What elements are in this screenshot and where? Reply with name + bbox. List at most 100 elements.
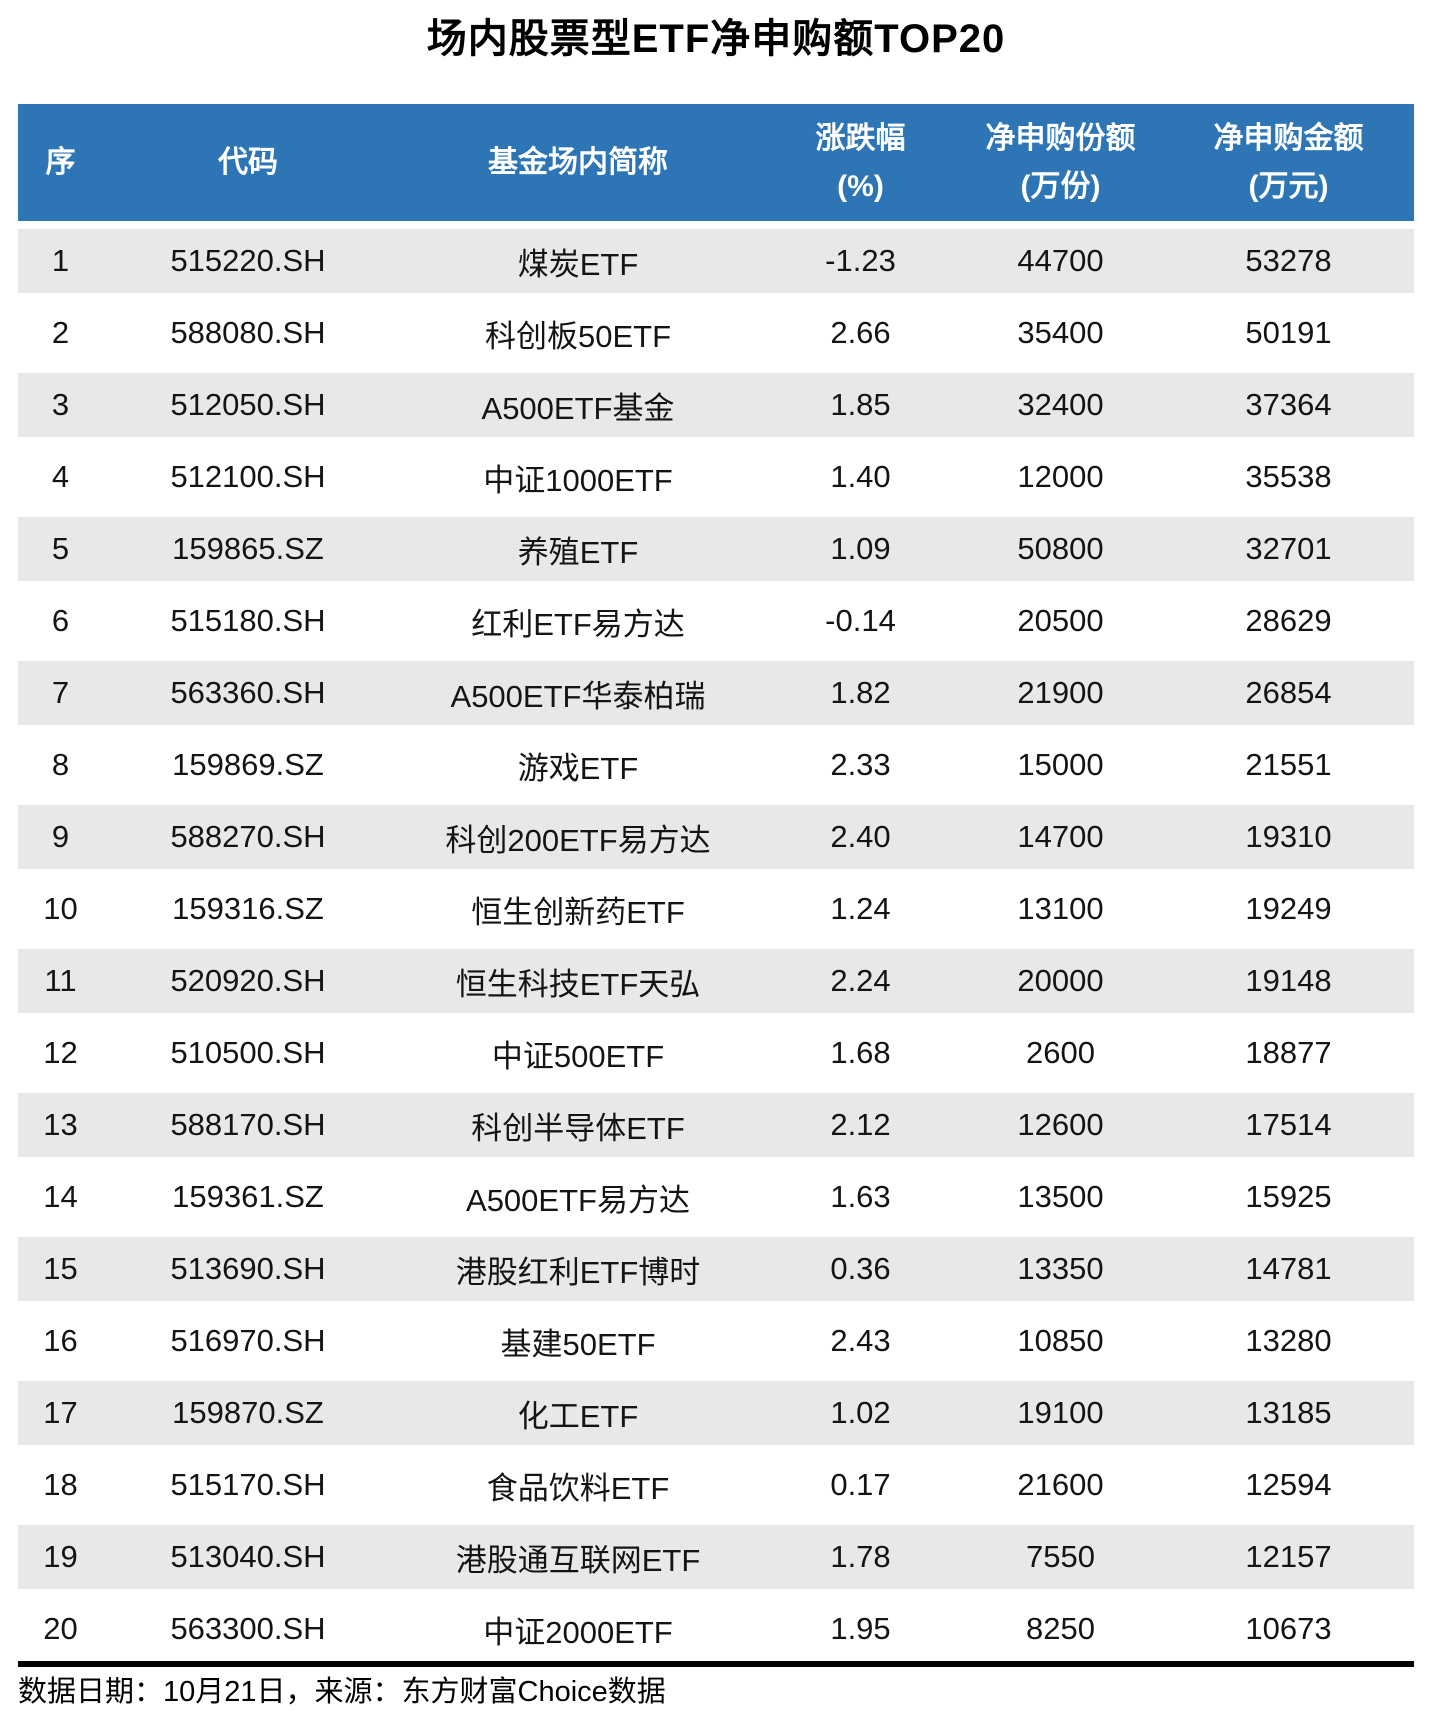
cell-rank: 18 (18, 1445, 103, 1521)
cell-change-pct: -1.23 (763, 221, 958, 297)
etf-table-header: 序 代码 基金场内简称 (18, 104, 1414, 225)
footer-divider (18, 1661, 1414, 1667)
cell-fund-name: 恒生科技ETF天弘 (393, 941, 763, 1017)
cell-net-shares: 7550 (958, 1517, 1163, 1593)
table-row: 14 159361.SZ A500ETF易方达 1.63 13500 15925 (18, 1157, 1414, 1233)
cell-fund-name: 中证500ETF (393, 1013, 763, 1089)
cell-fund-name: A500ETF基金 (393, 365, 763, 441)
cell-code: 159865.SZ (103, 509, 393, 585)
cell-change-pct: 0.36 (763, 1229, 958, 1305)
cell-fund-name: 科创板50ETF (393, 293, 763, 369)
cell-net-shares: 8250 (958, 1589, 1163, 1661)
cell-fund-name: A500ETF华泰柏瑞 (393, 653, 763, 729)
cell-rank: 17 (18, 1373, 103, 1449)
cell-fund-name: 化工ETF (393, 1373, 763, 1449)
cell-net-amount: 14781 (1163, 1229, 1414, 1305)
header-label: 序 (45, 145, 76, 179)
cell-fund-name: A500ETF易方达 (393, 1157, 763, 1233)
header-cell-change-pct: 涨跌幅 (%) (763, 104, 958, 225)
cell-net-amount: 10673 (1163, 1589, 1414, 1661)
cell-rank: 4 (18, 437, 103, 513)
table-row: 19 513040.SH 港股通互联网ETF 1.78 7550 12157 (18, 1517, 1414, 1593)
cell-fund-name: 港股通互联网ETF (393, 1517, 763, 1593)
table-row: 5 159865.SZ 养殖ETF 1.09 50800 32701 (18, 509, 1414, 585)
cell-change-pct: 2.33 (763, 725, 958, 801)
header-sublabel: (%) (837, 169, 884, 203)
header-cell-net-shares: 净申购份额 (万份) (958, 104, 1163, 225)
cell-rank: 5 (18, 509, 103, 585)
cell-net-shares: 10850 (958, 1301, 1163, 1377)
cell-change-pct: 1.63 (763, 1157, 958, 1233)
cell-net-shares: 2600 (958, 1013, 1163, 1089)
cell-code: 520920.SH (103, 941, 393, 1017)
cell-code: 513040.SH (103, 1517, 393, 1593)
cell-net-shares: 13500 (958, 1157, 1163, 1233)
cell-rank: 13 (18, 1085, 103, 1161)
cell-code: 512100.SH (103, 437, 393, 513)
cell-net-shares: 19100 (958, 1373, 1163, 1449)
cell-net-amount: 13185 (1163, 1373, 1414, 1449)
header-label: 代码 (218, 145, 278, 179)
cell-rank: 16 (18, 1301, 103, 1377)
table-row: 8 159869.SZ 游戏ETF 2.33 15000 21551 (18, 725, 1414, 801)
cell-code: 159361.SZ (103, 1157, 393, 1233)
cell-net-amount: 15925 (1163, 1157, 1414, 1233)
table-row: 11 520920.SH 恒生科技ETF天弘 2.24 20000 19148 (18, 941, 1414, 1017)
cell-net-amount: 21551 (1163, 725, 1414, 801)
cell-rank: 12 (18, 1013, 103, 1089)
cell-net-amount: 53278 (1163, 221, 1414, 297)
cell-net-shares: 15000 (958, 725, 1163, 801)
header-row: 序 代码 基金场内简称 (18, 104, 1414, 225)
cell-fund-name: 中证2000ETF (393, 1589, 763, 1661)
table-row: 10 159316.SZ 恒生创新药ETF 1.24 13100 19249 (18, 869, 1414, 945)
cell-net-amount: 18877 (1163, 1013, 1414, 1089)
cell-rank: 19 (18, 1517, 103, 1593)
cell-fund-name: 游戏ETF (393, 725, 763, 801)
cell-net-amount: 26854 (1163, 653, 1414, 729)
header-label: 涨跌幅 (815, 122, 906, 156)
cell-code: 513690.SH (103, 1229, 393, 1305)
etf-table: 序 代码 基金场内简称 (18, 104, 1414, 1661)
data-source-note: 数据日期：10月21日，来源：东方财富Choice数据 (18, 1676, 666, 1708)
table-row: 12 510500.SH 中证500ETF 1.68 2600 18877 (18, 1013, 1414, 1089)
cell-net-amount: 19148 (1163, 941, 1414, 1017)
cell-rank: 14 (18, 1157, 103, 1233)
cell-change-pct: 2.66 (763, 293, 958, 369)
cell-change-pct: 1.09 (763, 509, 958, 585)
cell-net-amount: 50191 (1163, 293, 1414, 369)
cell-net-shares: 13350 (958, 1229, 1163, 1305)
table-row: 7 563360.SH A500ETF华泰柏瑞 1.82 21900 26854 (18, 653, 1414, 729)
cell-change-pct: 1.82 (763, 653, 958, 729)
cell-net-shares: 44700 (958, 221, 1163, 297)
cell-net-shares: 32400 (958, 365, 1163, 441)
cell-net-amount: 17514 (1163, 1085, 1414, 1161)
page-title: 场内股票型ETF净申购额TOP20 (426, 17, 1006, 61)
cell-rank: 9 (18, 797, 103, 873)
table-row: 18 515170.SH 食品饮料ETF 0.17 21600 12594 (18, 1445, 1414, 1521)
cell-change-pct: 1.24 (763, 869, 958, 945)
header-sublabel: (万元) (1248, 169, 1329, 203)
cell-rank: 10 (18, 869, 103, 945)
header-cell-rank: 序 (18, 104, 103, 225)
cell-fund-name: 养殖ETF (393, 509, 763, 585)
cell-code: 588080.SH (103, 293, 393, 369)
table-row: 13 588170.SH 科创半导体ETF 2.12 12600 17514 (18, 1085, 1414, 1161)
cell-rank: 11 (18, 941, 103, 1017)
table-row: 3 512050.SH A500ETF基金 1.85 32400 37364 (18, 365, 1414, 441)
cell-net-shares: 20500 (958, 581, 1163, 657)
cell-rank: 1 (18, 221, 103, 297)
table-row: 17 159870.SZ 化工ETF 1.02 19100 13185 (18, 1373, 1414, 1449)
cell-code: 159869.SZ (103, 725, 393, 801)
cell-net-amount: 19249 (1163, 869, 1414, 945)
cell-code: 515170.SH (103, 1445, 393, 1521)
cell-net-amount: 13280 (1163, 1301, 1414, 1377)
header-label: 净申购份额 (985, 122, 1136, 156)
cell-code: 588170.SH (103, 1085, 393, 1161)
table-row: 15 513690.SH 港股红利ETF博时 0.36 13350 14781 (18, 1229, 1414, 1305)
header-cell-fund-name: 基金场内简称 (393, 104, 763, 225)
cell-code: 515220.SH (103, 221, 393, 297)
cell-fund-name: 食品饮料ETF (393, 1445, 763, 1521)
table-row: 20 563300.SH 中证2000ETF 1.95 8250 10673 (18, 1589, 1414, 1661)
cell-rank: 15 (18, 1229, 103, 1305)
